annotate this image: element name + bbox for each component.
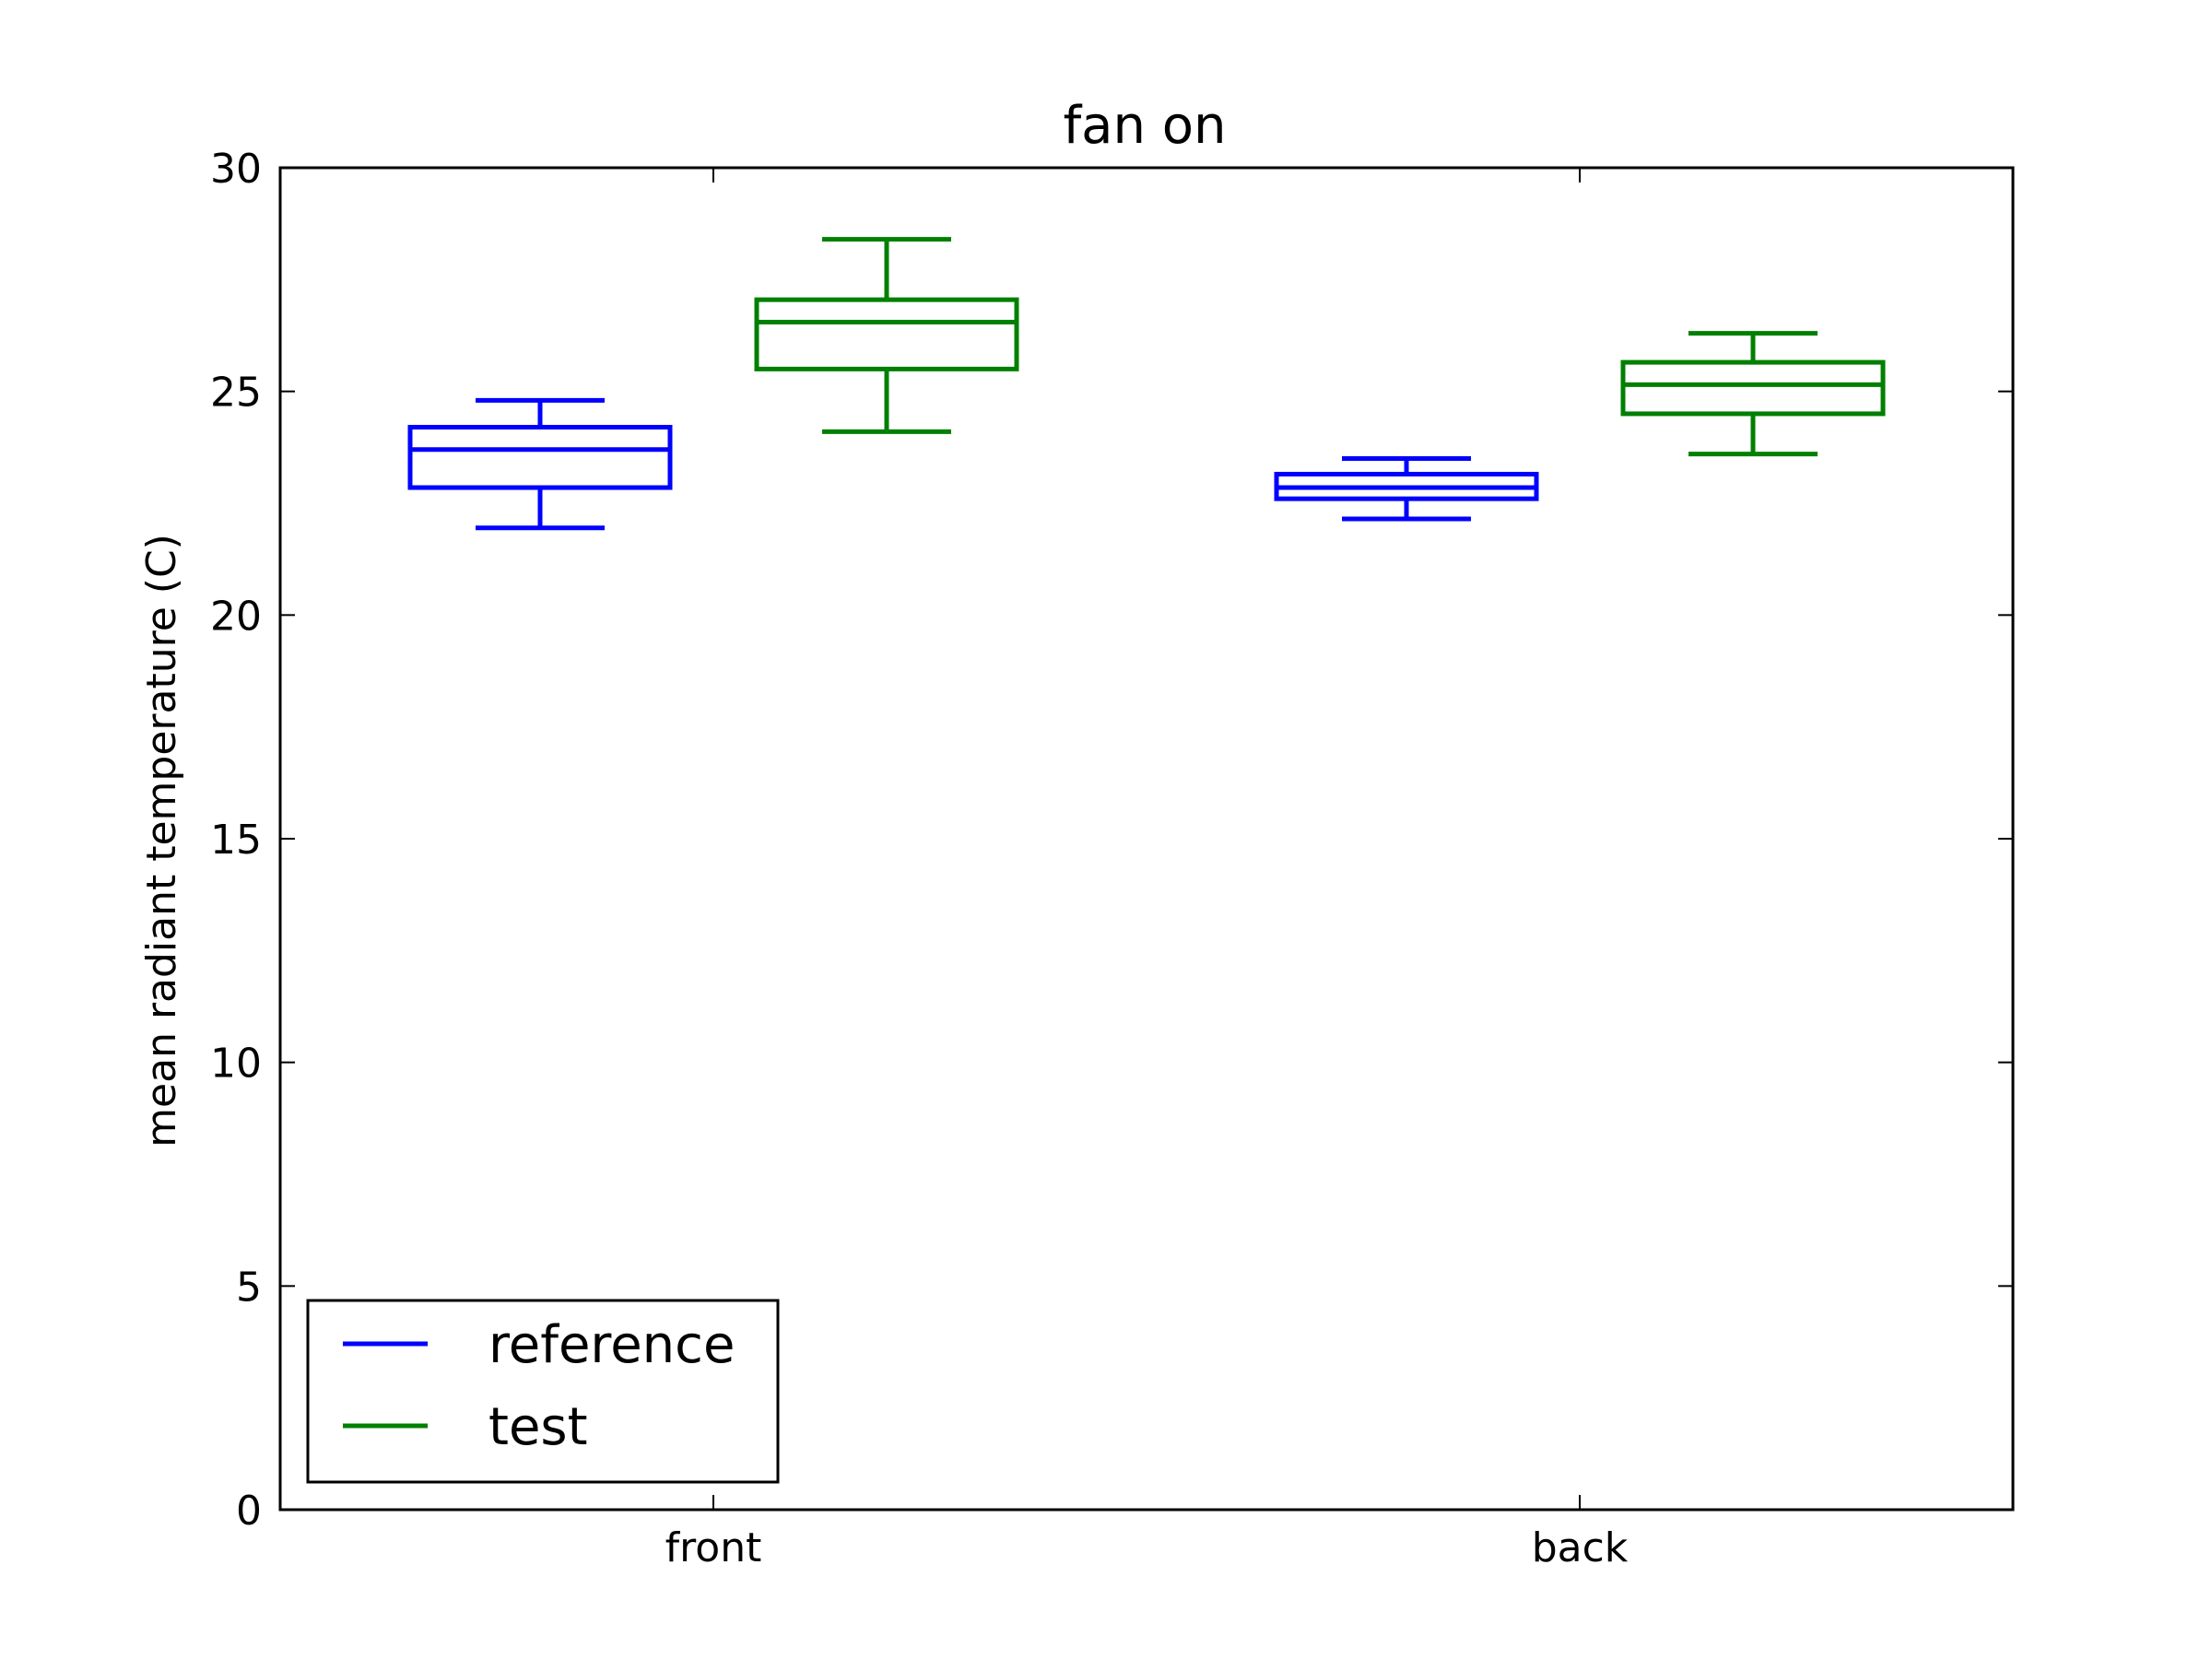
legend: reference test xyxy=(306,1299,780,1484)
legend-frame xyxy=(306,1299,780,1484)
y-tick-label: 30 xyxy=(210,146,262,193)
legend-label-reference: reference xyxy=(488,1315,735,1375)
box-reference-back xyxy=(1274,455,1539,522)
chart-title: fan on xyxy=(1063,96,1226,156)
y-tick-label: 0 xyxy=(236,1488,262,1535)
y-tick-label: 10 xyxy=(210,1041,262,1088)
plot-area-frame xyxy=(278,166,2015,1512)
x-tick-label: front xyxy=(665,1524,762,1571)
y-tick-label: 25 xyxy=(210,370,262,417)
x-tick-label: back xyxy=(1532,1524,1629,1571)
x-axis-ticks: front back xyxy=(665,168,1629,1571)
box-test-front xyxy=(754,237,1019,434)
y-tick-label: 20 xyxy=(210,593,262,640)
box-reference-front xyxy=(407,397,673,531)
y-axis-label: mean radiant temperature (C) xyxy=(138,534,185,1147)
y-tick-label: 15 xyxy=(210,817,262,864)
legend-label-test: test xyxy=(488,1397,588,1457)
y-tick-label: 5 xyxy=(236,1264,262,1311)
box-series xyxy=(407,237,1886,531)
y-axis-ticks: 0 5 10 15 20 25 30 xyxy=(210,146,2013,1535)
box-test-back xyxy=(1620,331,1886,457)
